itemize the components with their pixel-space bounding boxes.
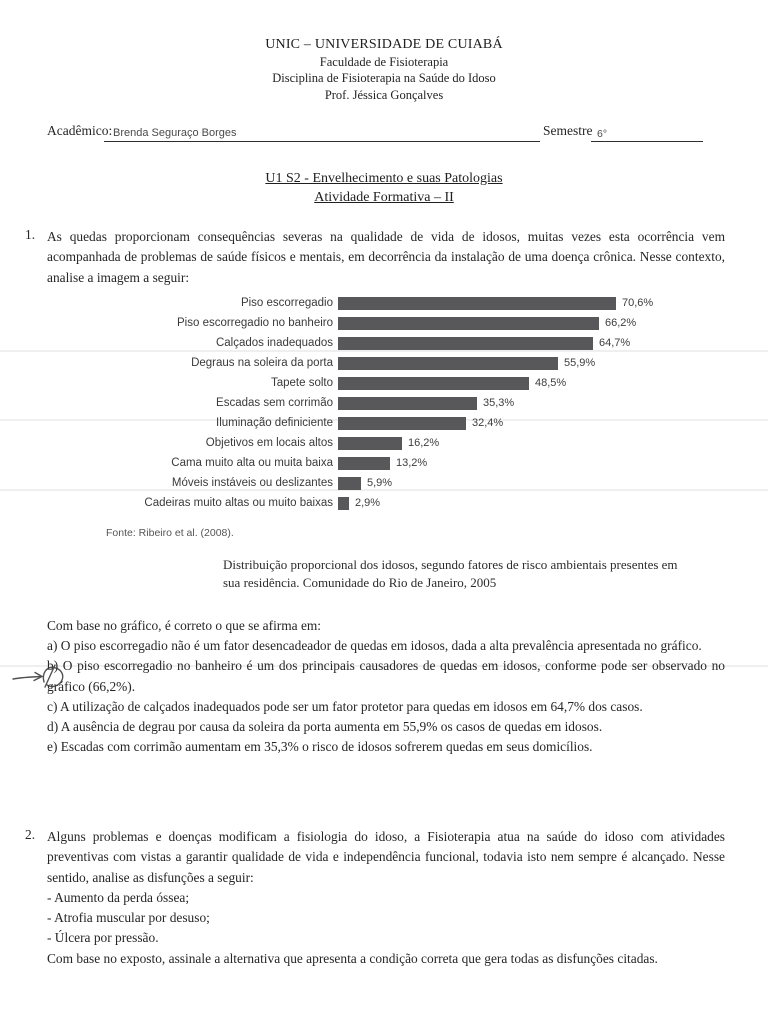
option-b: b) O piso escorregadio no banheiro é um …: [47, 658, 725, 694]
chart-bar: [338, 476, 361, 490]
chart-bar: [338, 456, 390, 470]
chart-bar-row: Piso escorregadio 70,6%: [0, 293, 768, 313]
option-c: c) A utilização de calçados inadequados …: [47, 698, 643, 714]
chart-bar-row: Degraus na soleira da porta 55,9%: [0, 353, 768, 373]
option-a: a) O piso escorregadio não é um fator de…: [47, 638, 702, 654]
question1-stem: Com base no gráfico, é correto o que se …: [47, 618, 322, 633]
student-name-line: [104, 141, 540, 142]
chart-bar-row: Piso escorregadio no banheiro 66,2%: [0, 313, 768, 333]
chart-value-label: 16,2%: [408, 437, 440, 449]
semester-label: Semestre: [543, 123, 593, 138]
chart-category-label: Piso escorregadio: [240, 297, 333, 309]
dysfunction-item: - Úlcera por pressão.: [47, 930, 159, 946]
chart-bar: [338, 396, 477, 410]
chart-caption: Distribuição proporcional dos idosos, se…: [223, 557, 678, 590]
handwritten-answer-mark: [12, 664, 64, 688]
chart-category-label: Cadeiras muito altas ou muito baixas: [144, 497, 333, 509]
chart-category-label: Objetivos em locais altos: [205, 437, 333, 449]
chart-bar: [338, 436, 402, 450]
chart-category-label: Iluminação definiciente: [216, 417, 333, 429]
chart-category-label: Escadas sem corrimão: [216, 397, 333, 409]
question2-number: 2.: [25, 827, 36, 842]
bar-chart: Piso escorregadio 70,6% Piso escorregadio …: [0, 293, 768, 513]
chart-bar-row: Cadeiras muito altas ou muito baixas 2,9%: [0, 493, 768, 513]
chart-value-label: 13,2%: [396, 457, 428, 469]
chart-category-label: Piso escorregadio no banheiro: [177, 317, 333, 329]
student-row: Acadêmico: Brenda Seguraço Borges Semest…: [0, 121, 768, 145]
chart-bar-row: Calçados inadequados 64,7%: [0, 333, 768, 353]
document-header: UNIC – UNIVERSIDADE DE CUIABÁ Faculdade …: [0, 37, 768, 103]
chart-value-label: 48,5%: [535, 377, 567, 389]
activity-title: U1 S2 - Envelhecimento e suas Patologias…: [0, 169, 768, 207]
student-name-handwritten: Brenda Seguraço Borges: [113, 127, 237, 139]
chart-bar: [338, 336, 593, 350]
chart-category-label: Cama muito alta ou muita baixa: [171, 457, 333, 469]
chart-bar-row: Escadas sem corrimão 35,3%: [0, 393, 768, 413]
chart-source: Fonte: Ribeiro et al. (2008).: [106, 527, 234, 539]
faculty-name: Faculdade de Fisioterapia: [319, 54, 449, 69]
chart-bar-row: Móveis instáveis ou deslizantes 5,9%: [0, 473, 768, 493]
chart-bar: [338, 296, 616, 310]
professor-name: Prof. Jéssica Gonçalves: [324, 87, 444, 102]
chart-bar: [338, 416, 466, 430]
chart-value-label: 2,9%: [355, 497, 381, 509]
question2-intro: Alguns problemas e doenças modificam a f…: [47, 829, 725, 885]
option-d: d) A ausência de degrau por causa da sol…: [47, 719, 603, 735]
chart-value-label: 35,3%: [483, 397, 515, 409]
question2-closing: Com base no exposto, assinale a alternat…: [47, 950, 658, 966]
chart-value-label: 5,9%: [367, 477, 393, 489]
dysfunction-item: - Atrofia muscular por desuso;: [47, 910, 210, 926]
scan-artifact-line: [0, 350, 768, 352]
scan-artifact-line: [0, 489, 768, 491]
chart-bar-row: Iluminação definiciente 32,4%: [0, 413, 768, 433]
chart-bar-row: Cama muito alta ou muita baixa 13,2%: [0, 453, 768, 473]
chart-bar: [338, 376, 529, 390]
chart-bar: [338, 356, 558, 370]
chart-value-label: 32,4%: [472, 417, 504, 429]
chart-bar-row: Objetivos em locais altos 16,2%: [0, 433, 768, 453]
chart-value-label: 66,2%: [605, 317, 637, 329]
question1-text: As quedas proporcionam consequências sev…: [47, 229, 725, 285]
university-name: UNIC – UNIVERSIDADE DE CUIABÁ: [265, 37, 503, 52]
semester-line: [591, 141, 703, 142]
question2-block: Alguns problemas e doenças modificam a f…: [47, 827, 725, 969]
question1-number: 1.: [25, 227, 36, 242]
option-e: e) Escadas com corrimão aumentam em 35,3…: [47, 739, 593, 755]
semester-value-handwritten: 6°: [597, 128, 608, 140]
dysfunction-item: - Aumento da perda óssea;: [47, 889, 190, 905]
scan-artifact-line: [0, 665, 768, 667]
chart-value-label: 64,7%: [599, 337, 631, 349]
discipline-name: Disciplina de Fisioterapia na Saúde do I…: [272, 71, 496, 85]
chart-category-label: Calçados inadequados: [215, 337, 333, 349]
chart-category-label: Móveis instáveis ou deslizantes: [171, 477, 333, 489]
activity-title-line2: Atividade Formativa – II: [314, 190, 454, 205]
chart-value-label: 70,6%: [622, 297, 654, 309]
chart-bar-row: Tapete solto 48,5%: [0, 373, 768, 393]
chart-category-label: Degraus na soleira da porta: [191, 357, 333, 369]
chart-bar: [338, 316, 599, 330]
chart-value-label: 55,9%: [564, 357, 596, 369]
student-label: Acadêmico:: [47, 123, 113, 138]
question1-options: Com base no gráfico, é correto o que se …: [47, 616, 725, 757]
chart-bar: [338, 496, 349, 510]
chart-category-label: Tapete solto: [270, 377, 333, 389]
activity-title-line1: U1 S2 - Envelhecimento e suas Patologias: [265, 171, 503, 186]
